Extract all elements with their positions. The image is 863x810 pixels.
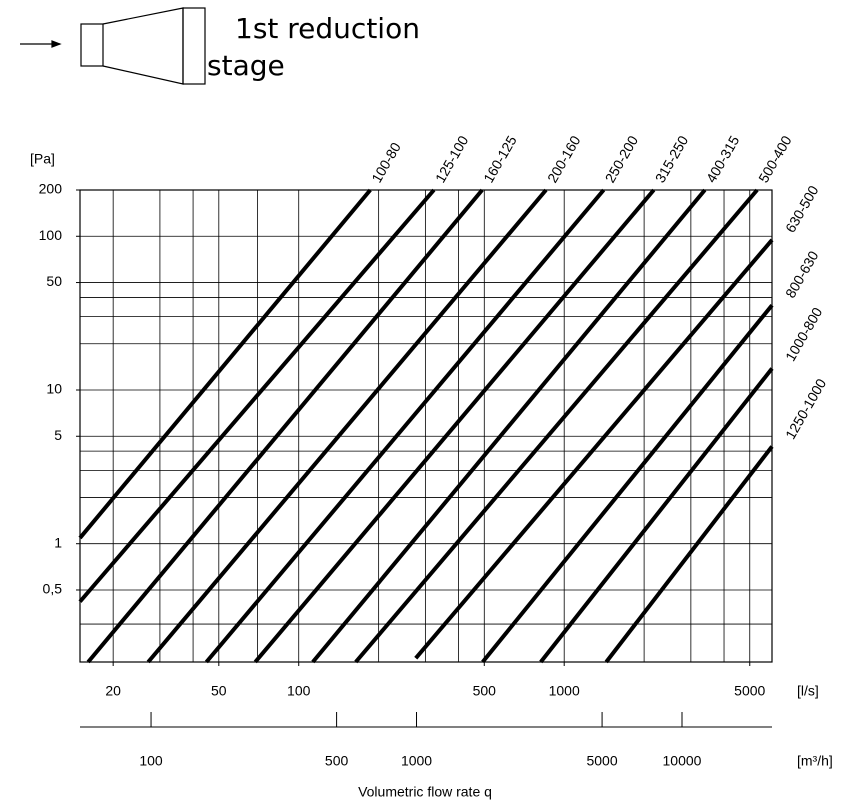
x-tick-label: 100 [287,683,311,699]
x-label: Volumetric flow rate q [358,784,492,800]
x2-tick-label: 500 [325,753,349,769]
y-tick-label: 200 [39,181,63,197]
series-label: 630-500 [782,183,822,236]
plot-frame [79,189,773,663]
series-label: 315-250 [652,133,692,186]
x2-tick-label: 10000 [663,753,702,769]
series-label: 1250-1000 [782,376,829,442]
series-line [253,188,656,664]
y-tick-label: 0,5 [43,581,63,597]
title: 1st reduction stage [207,12,420,82]
series-line [78,188,372,540]
y-tick-label: 10 [46,381,62,397]
series-label: 200-160 [544,133,584,186]
series-line [86,188,484,664]
series-label: 160-125 [480,133,520,186]
series-line [78,188,436,603]
series-line [481,303,774,664]
x-tick-label: 1000 [549,683,580,699]
x-unit: [l/s] [797,683,819,699]
series-label: 100-80 [368,139,404,185]
series-line [414,238,774,660]
reducer-icon [20,7,206,85]
x2-tick-label: 1000 [401,753,432,769]
x-tick-label: 20 [105,683,121,699]
x-tick-label: 500 [473,683,497,699]
series-label: 125-100 [432,133,472,186]
series-label: 1000-800 [782,304,826,363]
x-tick-label: 50 [211,683,227,699]
y-tick-label: 5 [54,427,62,443]
series-label: 250-200 [602,133,642,186]
series-line [204,188,606,664]
series-label: 800-630 [782,248,822,301]
series-line [604,445,774,664]
x2-tick-label: 5000 [586,753,617,769]
x-tick-label: 5000 [734,683,765,699]
series-line [146,188,548,664]
series-label: 500-400 [755,133,795,186]
x2-unit: [m³/h] [797,753,833,769]
series-line [539,367,774,664]
series-line [311,188,707,664]
x2-tick-label: 100 [139,753,163,769]
y-tick-label: 50 [46,273,62,289]
y-unit: [Pa] [30,151,55,167]
y-tick-label: 100 [39,227,63,243]
series-line [354,188,759,664]
y-tick-label: 1 [54,534,62,550]
series-label: 400-315 [703,133,743,186]
